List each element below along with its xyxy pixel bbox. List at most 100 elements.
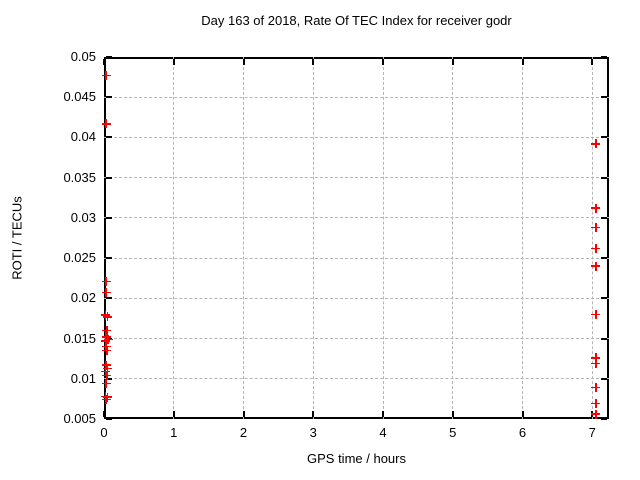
data-point-marker	[591, 399, 601, 409]
y-tick	[106, 418, 112, 420]
x-tick-label: 5	[449, 425, 457, 440]
x-tick-mirror	[242, 59, 245, 65]
y-tick	[106, 56, 112, 58]
x-tick-mirror	[591, 59, 594, 65]
x-tick-label: 3	[309, 425, 317, 440]
x-tick	[521, 411, 524, 417]
data-point-marker	[103, 334, 113, 344]
data-point-marker	[102, 346, 112, 356]
y-gridline	[104, 297, 609, 299]
data-point-marker	[101, 71, 111, 80]
data-point-marker	[101, 288, 111, 298]
plot-border-top	[104, 57, 609, 59]
data-point-marker	[100, 310, 110, 320]
y-tick-mirror	[601, 96, 607, 99]
x-gridline	[243, 57, 244, 419]
x-tick-label: 4	[379, 425, 387, 440]
data-point-marker	[101, 119, 111, 129]
chart-title: Day 163 of 2018, Rate Of TEC Index for r…	[201, 13, 512, 28]
data-point-marker	[591, 383, 601, 393]
data-point-marker	[103, 312, 112, 322]
data-point-marker	[591, 223, 601, 233]
x-tick	[451, 411, 454, 417]
y-gridline	[104, 136, 609, 138]
x-tick-label: 1	[170, 425, 178, 440]
x-tick	[242, 411, 245, 417]
data-point-marker	[101, 379, 111, 389]
x-axis-label: GPS time / hours	[307, 451, 406, 466]
y-tick-mirror	[601, 297, 607, 300]
y-tick-mirror	[601, 257, 607, 260]
data-point-marker	[591, 139, 601, 149]
y-gridline	[104, 96, 609, 98]
y-tick	[106, 337, 112, 340]
x-tick	[172, 411, 175, 417]
x-tick-mirror	[172, 59, 175, 65]
x-tick	[382, 411, 384, 417]
data-point-marker	[591, 353, 601, 363]
plot-area: 0 1 2 3 4 5 6 7 0.005 0.01 0.015 0.02 0.025 0.03 0.035…	[63, 49, 609, 440]
y-gridline	[104, 338, 609, 340]
x-gridline	[591, 57, 593, 419]
y-tick-label: 0.01	[70, 370, 96, 386]
x-tick-label: 7	[588, 425, 596, 440]
y-tick-label: 0.035	[63, 169, 96, 185]
x-tick-label: 0	[100, 425, 108, 440]
y-tick-mirror	[601, 176, 607, 179]
y-tick-mirror	[601, 216, 607, 219]
data-point-marker	[101, 395, 111, 405]
data-point-marker	[591, 243, 601, 253]
x-tick-mirror	[382, 59, 384, 65]
y-tick-mirror	[601, 337, 607, 340]
data-point-marker	[591, 409, 601, 419]
plot-border-bottom	[104, 417, 609, 419]
x-tick-label: 2	[239, 425, 248, 440]
data-point-marker	[591, 309, 601, 319]
y-gridline	[104, 378, 609, 380]
data-point-marker	[101, 360, 111, 370]
y-tick-mirror	[601, 56, 607, 58]
data-point-marker	[103, 363, 112, 373]
data-point-marker	[102, 371, 112, 381]
data-point-marker	[591, 261, 601, 271]
data-point-marker	[591, 203, 601, 213]
y-tick-label: 0.025	[63, 250, 96, 266]
x-tick-mirror	[451, 59, 454, 65]
x-gridline	[173, 57, 175, 419]
plot-border-left	[104, 57, 106, 419]
plot-border-right	[607, 57, 609, 419]
data-point-marker	[102, 326, 112, 335]
y-gridline	[104, 217, 609, 219]
y-tick-mirror	[601, 377, 607, 380]
x-tick	[312, 411, 315, 417]
data-point-marker	[591, 358, 601, 368]
x-tick-mirror	[312, 59, 315, 65]
y-tick-label: 0.05	[70, 49, 96, 64]
x-gridline	[312, 57, 314, 419]
x-gridline	[522, 57, 523, 419]
y-gridline	[104, 177, 609, 179]
x-tick	[103, 411, 105, 417]
x-tick-mirror	[521, 59, 524, 65]
data-point-marker	[100, 367, 110, 377]
x-gridline	[382, 57, 384, 419]
data-point-marker	[103, 392, 112, 402]
y-tick	[106, 176, 112, 179]
y-tick	[106, 136, 112, 139]
y-gridline	[104, 257, 609, 259]
y-axis-label: ROTI / TECUs	[9, 196, 25, 280]
y-tick	[106, 257, 112, 260]
y-tick-label: 0.04	[70, 129, 96, 145]
x-tick-mirror	[103, 59, 105, 65]
y-tick-label: 0.015	[63, 330, 96, 346]
x-gridline	[452, 57, 454, 419]
y-tick-mirror	[601, 136, 607, 139]
x-tick-label: 6	[518, 425, 527, 440]
y-tick-label: 0.02	[70, 290, 96, 306]
y-tick	[106, 216, 112, 219]
y-tick-mirror	[601, 418, 607, 420]
y-tick-label: 0.005	[63, 411, 96, 426]
data-point-marker	[101, 276, 111, 286]
y-tick	[106, 297, 112, 300]
